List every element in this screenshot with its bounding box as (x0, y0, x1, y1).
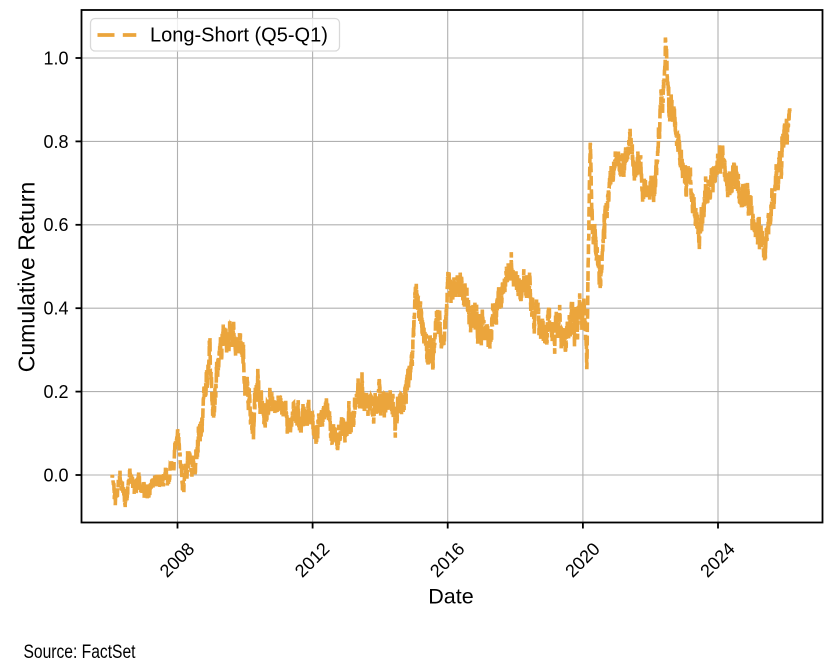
svg-text:Cumulative Return: Cumulative Return (14, 182, 40, 372)
svg-text:0.0: 0.0 (43, 465, 68, 485)
svg-text:0.6: 0.6 (43, 215, 68, 235)
svg-text:2008: 2008 (156, 539, 198, 581)
svg-text:2016: 2016 (426, 539, 468, 581)
svg-text:Long-Short (Q5-Q1): Long-Short (Q5-Q1) (150, 25, 328, 47)
svg-text:2024: 2024 (696, 539, 738, 581)
svg-text:Source: FactSet: Source: FactSet (24, 642, 137, 663)
svg-text:2012: 2012 (291, 539, 333, 581)
svg-text:0.2: 0.2 (43, 382, 68, 402)
svg-text:0.8: 0.8 (43, 132, 68, 152)
svg-text:1.0: 1.0 (43, 48, 68, 68)
svg-text:Date: Date (428, 585, 473, 609)
svg-text:0.4: 0.4 (43, 299, 68, 319)
svg-text:2020: 2020 (561, 539, 603, 581)
